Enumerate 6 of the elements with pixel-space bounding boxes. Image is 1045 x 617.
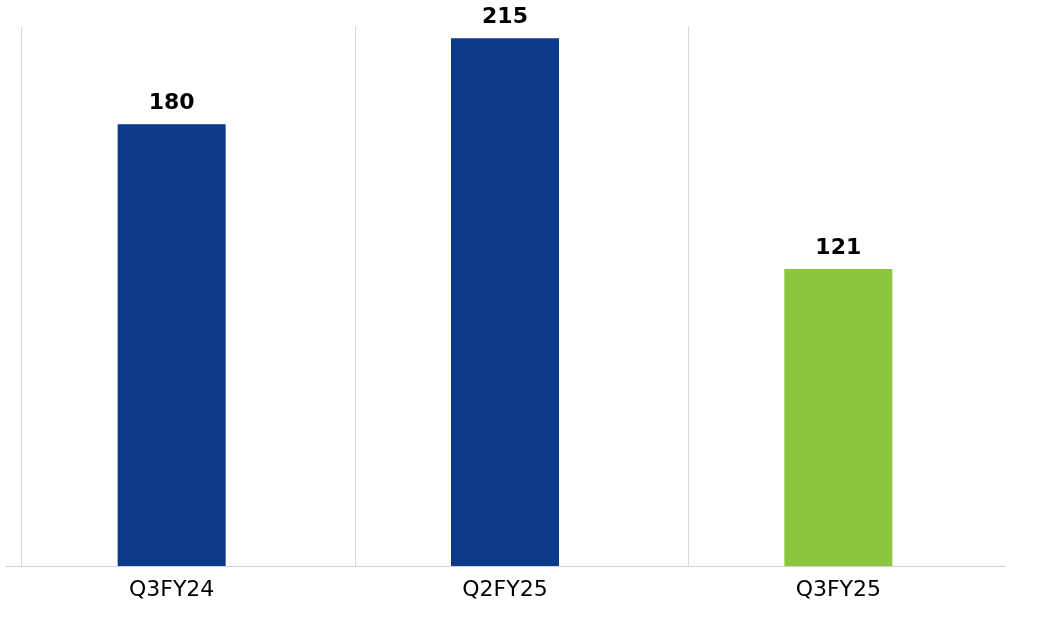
x-tick-label: Q3FY25 [795,575,882,601]
data-label: 215 [482,3,528,29]
data-label: 180 [148,89,195,115]
x-tick-label: Q3FY24 [128,575,215,601]
x-tick-label: Q2FY25 [462,575,548,601]
data-label: 121 [815,234,862,259]
